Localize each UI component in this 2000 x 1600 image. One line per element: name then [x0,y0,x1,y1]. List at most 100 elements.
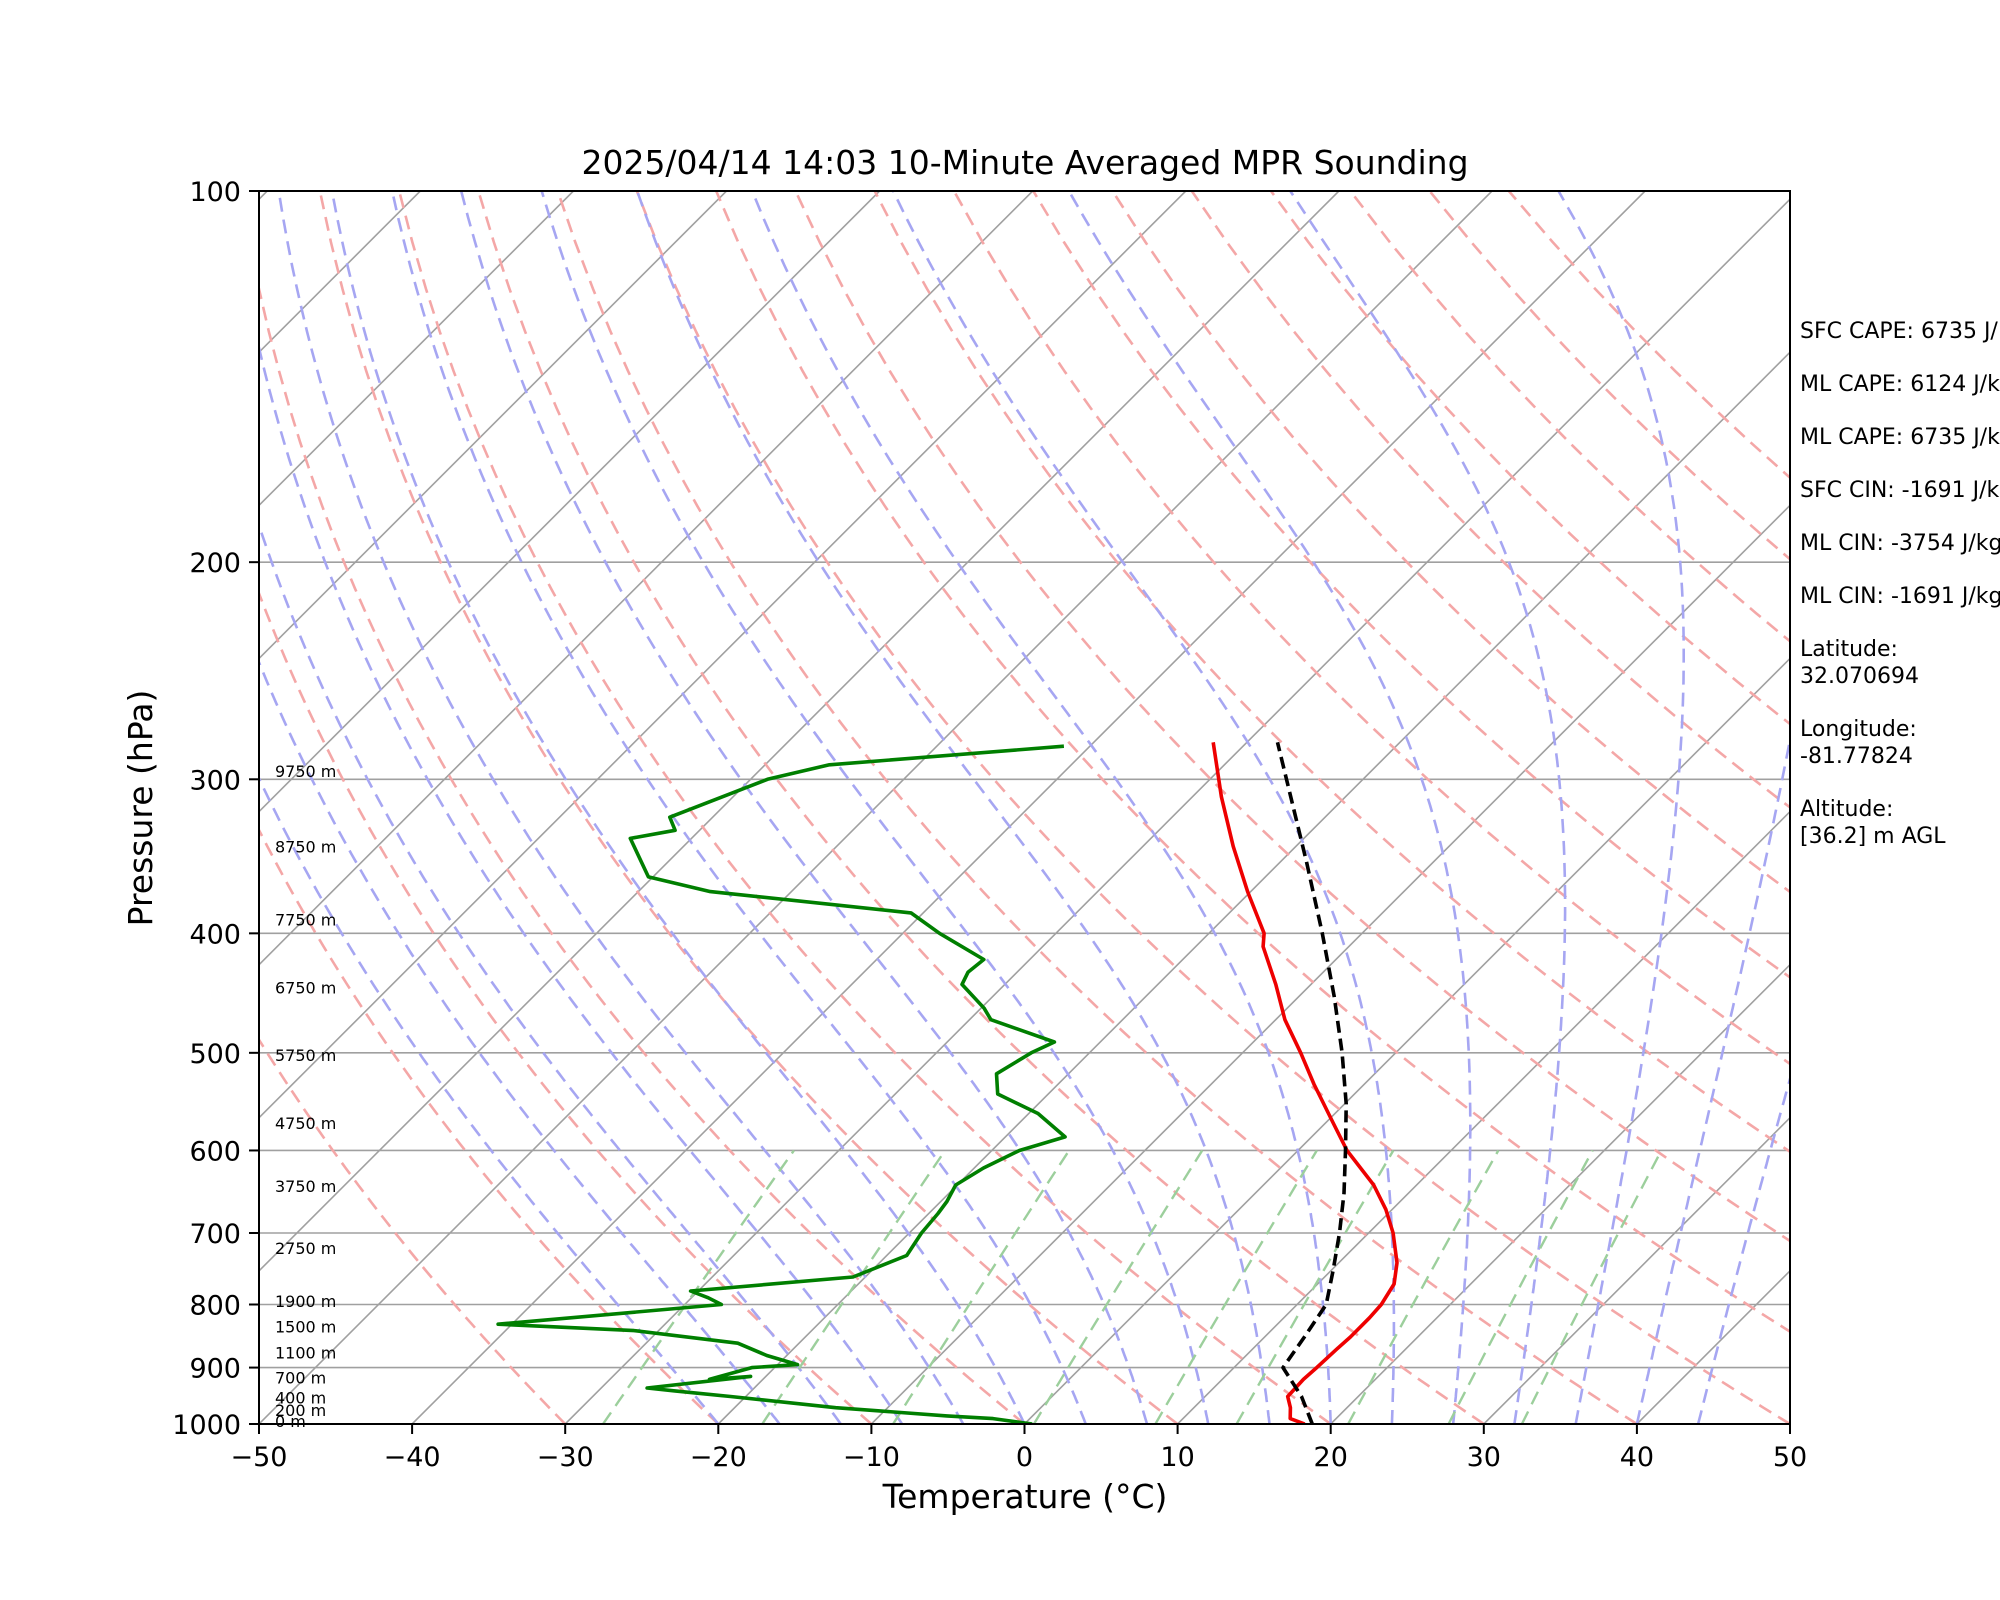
isotherm-line [411,191,1646,1424]
mixing-ratio-line [1520,1149,1663,1424]
moist-adiabat-line [1067,191,1472,1424]
isotherm-line [259,191,1493,1424]
height-label: 0 m [275,1412,306,1431]
y-tick-label: 100 [189,177,241,208]
dry-adiabat-line [635,191,1790,1424]
info-line: Longitude: [1800,717,1917,742]
dry-adiabat-line [477,191,1485,1424]
info-line: Altitude: [1800,797,1893,822]
height-label: 4750 m [275,1114,336,1133]
dry-adiabat-line [1190,191,1790,810]
data-lines [496,741,1399,1424]
y-tick-label: 600 [189,1136,241,1167]
background-lines [0,191,1790,1424]
x-tick-label: −10 [843,1442,900,1473]
moist-adiabat-line [259,341,904,1424]
x-axis: −50 −40 −30 −20 −10 0 10 20 30 40 50 [231,1424,1807,1473]
dry-adiabat-line [259,827,720,1424]
height-label: 400 m [275,1388,326,1407]
dry-adiabat-line [1111,191,1790,894]
info-line: -81.77824 [1800,744,1913,769]
isotherm-line [717,351,1790,1424]
dry-adiabat-line [1032,191,1790,979]
dry-adiabat-line [259,589,873,1424]
height-label: 700 m [275,1369,326,1388]
mixing-ratio-line [1032,1149,1204,1424]
moist-adiabat-line [540,191,1210,1424]
isotherm-line [259,191,881,813]
moist-adiabat-line [1557,191,1685,1424]
info-line: Latitude: [1800,637,1898,662]
isotherm-line [259,191,1187,1119]
y-tick-label: 1000 [172,1410,241,1441]
x-tick-label: 30 [1467,1442,1501,1473]
x-tick-label: 40 [1620,1442,1654,1473]
y-axis: 100 200 300 400 500 600 700 800 900 1000 [172,177,259,1441]
height-label: 1500 m [275,1317,336,1336]
x-tick-label: 0 [1016,1442,1033,1473]
y-tick-label: 400 [189,919,241,950]
mixing-ratio-line [892,1149,1071,1424]
isotherm-line [259,191,728,660]
mixing-ratio-line [1447,1149,1594,1424]
isotherm-line [259,191,1034,966]
y-tick-label: 700 [189,1219,241,1250]
moist-adiabat-line [892,191,1396,1424]
dry-adiabat-line [259,282,1026,1424]
x-tick-label: −30 [537,1442,594,1473]
y-tick-label: 500 [189,1039,241,1070]
info-line: SFC CAPE: 6735 J/ [1800,319,1998,344]
height-label: 200 m [275,1401,326,1420]
info-line: SFC CIN: -1691 J/k [1800,478,2000,503]
isotherm-line [564,198,1790,1424]
x-axis-title: Temperature (°C) [882,1477,1168,1516]
dry-adiabat-line [259,1037,567,1424]
dewpoint-profile-line [496,744,1067,1424]
y-tick-label: 800 [189,1291,241,1322]
dry-adiabat-line [794,191,1790,1243]
height-label: 7750 m [275,911,336,930]
isotherm-line [259,191,1340,1273]
mixing-ratio-line [1154,1149,1318,1424]
info-line: [36.2] m AGL [1800,824,1946,849]
height-label: 8750 m [275,837,336,856]
x-tick-label: −40 [384,1442,441,1473]
y-tick-label: 200 [189,548,241,579]
isotherm-line [259,191,574,507]
moist-adiabat-line [1635,732,1790,1424]
info-line: ML CIN: -3754 J/kg [1800,531,2000,556]
temperature-profile-line [1211,742,1399,1424]
dry-adiabat-line [318,191,1179,1424]
x-tick-label: 20 [1314,1442,1348,1473]
dry-adiabat-line [715,191,1790,1334]
isotherm-line [0,191,114,1424]
dry-adiabat-line [1269,191,1790,726]
x-tick-label: 50 [1773,1442,1807,1473]
dry-adiabat-line [556,191,1638,1424]
isotherm-line [1483,1116,1790,1424]
info-line: ML CAPE: 6124 J/k [1800,372,2000,397]
moist-adiabat-line [635,191,1271,1424]
info-line: 32.070694 [1800,664,1919,689]
isotherm-line [1177,810,1790,1424]
height-label: 3750 m [275,1177,336,1196]
mixing-ratio-line [1235,1149,1395,1424]
y-axis-title: Pressure (hPa) [121,690,160,927]
parcel-profile-line [1275,741,1348,1424]
dry-adiabat-line [397,191,1332,1424]
moist-adiabat-line [390,191,1087,1424]
moist-adiabat-line [259,659,781,1424]
y-tick-label: 900 [189,1354,241,1385]
height-label: 1100 m [275,1344,336,1363]
moist-adiabat-line [277,191,965,1424]
mixing-ratio-line [761,1149,947,1424]
height-label: 9750 m [275,762,336,781]
moist-adiabat-line [1696,1073,1790,1424]
moist-adiabat-line [459,191,1149,1424]
mixing-ratio-line [602,1149,795,1424]
moist-adiabat-line [259,775,720,1424]
x-tick-label: 10 [1160,1442,1194,1473]
y-tick-label: 300 [189,765,241,796]
height-label: 6750 m [275,978,336,997]
